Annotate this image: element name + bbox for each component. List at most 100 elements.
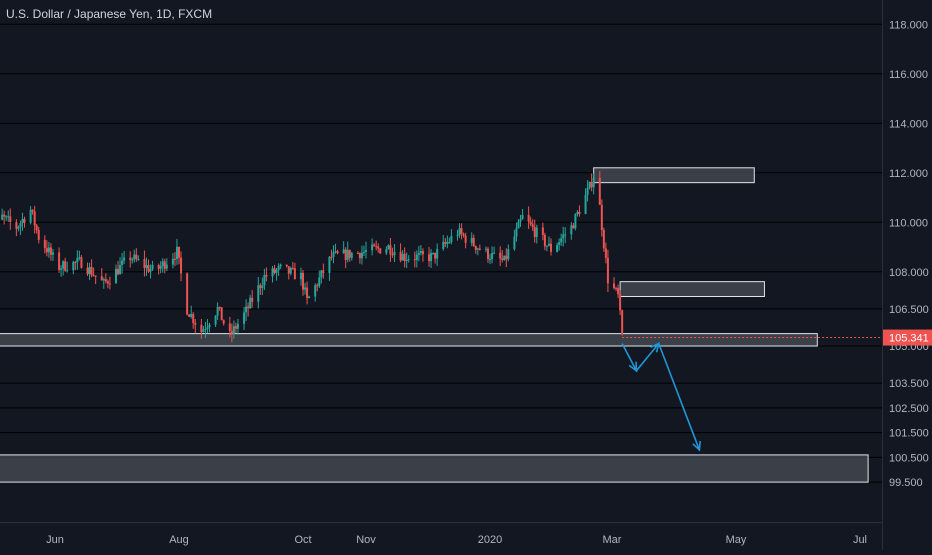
candle-body [9,216,12,222]
candle-body [119,265,122,275]
candle-body [299,272,302,280]
candle-body [293,268,296,280]
candle-body [572,225,575,229]
candle-body [137,259,140,261]
candle-body [533,227,536,237]
candle-body [33,211,36,226]
last-price-label: 105.341 [889,333,929,345]
candle-body [615,288,618,290]
candle-body [165,264,168,269]
candle-body [344,249,347,260]
candle-body [64,261,67,271]
x-tick-label: Nov [356,534,376,546]
candle-body [346,249,349,260]
candle-body [29,209,32,223]
candle-body [21,219,24,224]
zone-rect-2 [619,281,765,297]
candle-body [143,259,146,268]
candle-body [476,248,479,250]
candle-body [218,307,221,309]
y-tick-label: 102.500 [889,403,929,415]
candle-body [306,287,309,299]
candle-body [562,234,565,239]
candle-body [558,242,561,246]
candle-body [19,223,22,227]
candle-body [102,279,105,281]
candle-body [389,245,392,255]
candle-body [405,260,408,262]
candle-body [489,259,492,261]
candle-body [161,261,164,267]
candle-body [94,275,97,277]
x-tick-label: May [726,534,747,546]
candle-body [163,261,166,269]
candle-body [578,211,581,215]
y-tick-label: 99.500 [889,477,923,489]
candle-body [391,254,394,256]
candle-body [92,275,95,277]
candle-body [521,214,524,220]
x-tick-label: Jun [46,534,64,546]
candle-body [362,251,365,253]
candles-group [1,171,624,343]
candle-body [407,259,410,261]
candle-body [342,249,345,254]
candle-body [186,273,189,315]
candle-body [3,214,6,217]
candle-body [308,296,311,299]
candle-body [173,258,176,260]
candle-body [373,244,376,247]
candle-body [58,252,61,270]
candle-body [460,228,463,234]
candle-body [151,264,154,270]
candle-body [194,322,197,325]
candle-body [157,264,160,269]
candle-body [247,306,250,309]
candle-body [602,230,605,249]
candle-body [175,246,178,260]
candle-body [371,244,374,251]
candle-body [336,251,339,254]
candle-body [90,266,93,276]
zone-rect-4 [0,454,869,483]
candle-body [462,233,465,236]
candle-body [446,241,449,244]
candle-body [448,241,451,243]
candle-body [249,297,252,309]
candle-body [135,254,138,260]
candle-body [586,187,589,195]
candle-body [159,266,162,269]
candle-body [259,285,262,289]
candle-body [556,245,559,252]
candle-body [619,294,622,311]
candle-body [334,251,337,253]
candle-body [23,219,26,223]
candle-body [350,253,353,258]
candle-body [66,270,69,272]
candle-body [377,246,380,249]
candle-body [401,253,404,261]
candle-body [419,251,422,253]
y-tick-label: 101.500 [889,428,929,440]
candle-body [328,256,331,273]
candle-body [114,268,117,284]
candle-body [117,268,120,275]
candle-body [279,264,282,267]
candle-body [360,252,363,259]
candle-body [484,248,487,250]
candle-body [564,234,567,236]
candle-body [458,228,461,236]
candle-body [550,243,552,252]
candle-body [584,194,587,215]
candle-body [486,248,489,260]
candle-body [17,226,20,229]
x-tick-label: Aug [169,534,189,546]
candle-body [222,320,225,324]
candle-body [543,234,546,247]
candle-body [393,251,396,256]
candle-body [257,285,260,302]
candle-body [234,326,237,329]
candle-body [330,256,333,258]
